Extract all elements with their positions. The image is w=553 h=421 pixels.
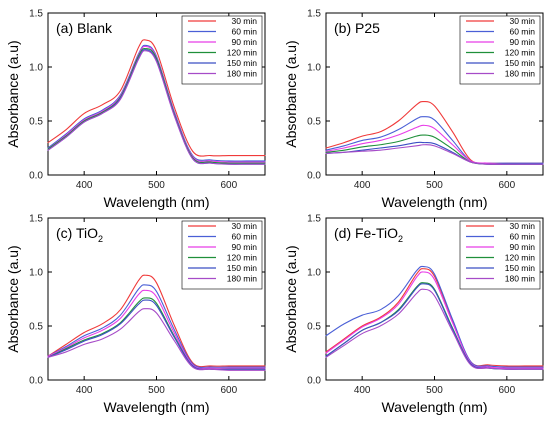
y-tick-label: 0.5 xyxy=(307,322,321,333)
legend-label: 90 min xyxy=(509,242,535,252)
series-line-60-min xyxy=(325,265,544,368)
series-line-90-min xyxy=(47,289,266,370)
legend-label: 180 min xyxy=(505,274,536,284)
y-tick-label: 0.0 xyxy=(307,171,321,182)
legend-label: 30 min xyxy=(231,16,257,26)
legend-label: 90 min xyxy=(509,37,535,47)
legend-label: 30 min xyxy=(231,221,257,231)
legend-label: 180 min xyxy=(227,69,258,79)
legend-label: 150 min xyxy=(505,263,536,273)
legend-label: 30 min xyxy=(509,16,535,26)
panel-label: (d) Fe-TiO2 xyxy=(334,225,403,244)
panel-label: (a) Blank xyxy=(56,20,113,36)
series-line-90-min xyxy=(325,271,544,369)
legend-label: 120 min xyxy=(505,253,536,263)
x-tick-label: 400 xyxy=(354,385,371,396)
series-line-30-min xyxy=(325,268,544,367)
x-tick-label: 500 xyxy=(426,180,443,191)
series-line-60-min xyxy=(47,284,266,369)
legend-label: 60 min xyxy=(509,27,535,37)
y-tick-label: 1.0 xyxy=(29,63,43,74)
legend-label: 120 min xyxy=(227,253,258,263)
x-tick-label: 400 xyxy=(76,385,93,396)
legend-label: 150 min xyxy=(227,263,258,273)
chart-panel-2: 400 500 600 0.0 0.5 1.0 1.5 Wavelength (nm) Abso… xyxy=(283,9,544,210)
series-line-90-min xyxy=(47,45,266,163)
x-tick-label: 600 xyxy=(498,385,515,396)
series-line-30-min xyxy=(47,274,266,368)
x-tick-label: 400 xyxy=(354,180,371,191)
legend-label: 60 min xyxy=(231,27,257,37)
x-tick-label: 500 xyxy=(426,385,443,396)
series-line-120-min xyxy=(47,297,266,370)
series-line-60-min xyxy=(325,116,544,164)
series-line-90-min xyxy=(325,124,544,165)
legend-label: 150 min xyxy=(227,58,258,68)
series-line-30-min xyxy=(47,39,266,157)
y-tick-label: 1.0 xyxy=(307,63,321,74)
legend-label: 120 min xyxy=(227,48,258,58)
y-tick-label: 1.5 xyxy=(307,214,321,225)
x-tick-label: 600 xyxy=(220,180,237,191)
legend-label: 90 min xyxy=(231,242,257,252)
y-tick-label: 0.5 xyxy=(29,322,43,333)
legend-box xyxy=(459,220,541,290)
x-tick-label: 500 xyxy=(148,385,165,396)
y-tick-label: 0.0 xyxy=(29,171,43,182)
series-line-30-min xyxy=(325,100,544,164)
legend-box xyxy=(181,220,263,290)
y-tick-label: 1.5 xyxy=(29,9,43,20)
series-line-180-min xyxy=(325,144,544,165)
series-line-120-min xyxy=(325,134,544,165)
x-tick-label: 500 xyxy=(148,180,165,191)
panel-label: (b) P25 xyxy=(334,20,380,36)
y-tick-label: 0.0 xyxy=(307,376,321,387)
x-axis-label: Wavelength (nm) xyxy=(381,399,487,415)
y-axis-label: Absorbance (a.u) xyxy=(5,40,21,147)
y-tick-label: 1.0 xyxy=(29,268,43,279)
panel-label: (c) TiO2 xyxy=(56,225,103,244)
series-line-180-min xyxy=(47,50,266,165)
y-tick-label: 0.5 xyxy=(307,117,321,128)
x-tick-label: 600 xyxy=(220,385,237,396)
series-line-120-min xyxy=(47,47,266,164)
legend-label: 180 min xyxy=(227,274,258,284)
chart-panel-3: 400 500 600 0.0 0.5 1.0 1.5 Wavelength (nm) Abso… xyxy=(5,214,266,415)
legend-label: 120 min xyxy=(505,48,536,58)
legend-label: 60 min xyxy=(231,232,257,242)
y-axis-label: Absorbance (a.u) xyxy=(283,40,299,147)
series-line-150-min xyxy=(47,299,266,370)
y-tick-label: 0.0 xyxy=(29,376,43,387)
legend-label: 30 min xyxy=(509,221,535,231)
x-tick-label: 400 xyxy=(76,180,93,191)
series-line-60-min xyxy=(47,44,266,162)
y-axis-label: Absorbance (a.u) xyxy=(283,245,299,352)
x-axis-label: Wavelength (nm) xyxy=(381,194,487,210)
legend-box xyxy=(181,15,263,85)
y-tick-label: 1.0 xyxy=(307,268,321,279)
series-line-180-min xyxy=(47,308,266,371)
series-line-180-min xyxy=(325,288,544,370)
chart-panel-4: 400 500 600 0.0 0.5 1.0 1.5 Wavelength (nm) Abso… xyxy=(283,214,544,415)
chart-panel-1: 400 500 600 0.0 0.5 1.0 1.5 Wavelength (nm) Abso… xyxy=(5,9,266,210)
legend-label: 180 min xyxy=(505,69,536,79)
x-tick-label: 600 xyxy=(498,180,515,191)
legend-label: 90 min xyxy=(231,37,257,47)
y-tick-label: 1.5 xyxy=(29,214,43,225)
x-axis-label: Wavelength (nm) xyxy=(103,399,209,415)
y-tick-label: 0.5 xyxy=(29,117,43,128)
legend-label: 150 min xyxy=(505,58,536,68)
legend-label: 60 min xyxy=(509,232,535,242)
y-tick-label: 1.5 xyxy=(307,9,321,20)
x-axis-label: Wavelength (nm) xyxy=(103,194,209,210)
legend-box xyxy=(459,15,541,85)
y-axis-label: Absorbance (a.u) xyxy=(5,245,21,352)
